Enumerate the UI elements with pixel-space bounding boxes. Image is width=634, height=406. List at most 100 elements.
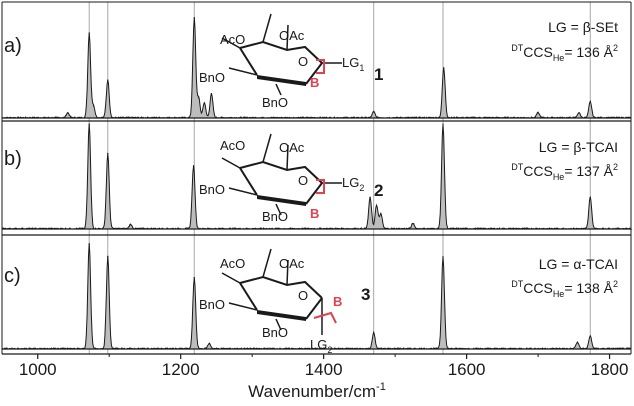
- spectrum-panel-2: [1, 123, 633, 230]
- peak-point-3-5: [373, 332, 375, 334]
- peak-point-3-6: [442, 256, 444, 258]
- peak-point-3-8: [589, 335, 591, 337]
- bno-left-label-3: BnO: [199, 297, 225, 312]
- oac-label-1: OAc: [279, 28, 305, 43]
- panel-label-c: c): [4, 265, 21, 287]
- peak-point-3-7: [576, 342, 578, 344]
- compound-number-1: 1: [374, 65, 383, 84]
- peak-point-2-7: [380, 213, 382, 215]
- panel-c-ccs-pre: DT: [511, 279, 523, 289]
- structure-compound-2: AcO OAc BnO BnO O LG2 B 2: [199, 133, 383, 224]
- aco-label-1: AcO: [220, 32, 245, 47]
- peak-point-1-8: [210, 93, 213, 95]
- compound-number-3: 3: [361, 285, 370, 304]
- peak-point-1-10: [443, 67, 445, 69]
- ring-o-label-2: O: [298, 173, 308, 188]
- peak-point-1-3: [92, 105, 95, 107]
- peak-point-1-2: [88, 32, 90, 34]
- peak-point-3-2: [107, 256, 109, 258]
- spectrum-area-1: [1, 17, 632, 119]
- peak-point-2-9: [442, 123, 444, 125]
- spectrum-panel-3: [1, 243, 632, 350]
- panel-label-b: b): [4, 148, 22, 170]
- panel-b-lg-text: LG = β-TCAI: [539, 139, 618, 155]
- panel-a-ccs-pre: DT: [511, 43, 523, 53]
- peak-point-1-1: [67, 112, 69, 114]
- peak-point-1-6: [197, 97, 200, 99]
- bno-left-label-2: BnO: [199, 182, 225, 197]
- x-axis-label: Wavenumber/cm-1: [248, 381, 386, 401]
- peak-point-3-1: [88, 243, 90, 245]
- bno-bottom-label-1: BnO: [262, 95, 288, 110]
- panel-label-a: a): [4, 35, 22, 57]
- peak-point-1-4: [107, 79, 109, 81]
- peak-point-1-11: [537, 112, 539, 114]
- peak-point-2-5: [369, 196, 371, 199]
- structure-compound-1: AcO OAc BnO BnO O LG1 B 1: [199, 13, 383, 110]
- spectrum-area-3: [1, 243, 632, 350]
- x-tick-label-1800: 1800: [591, 360, 629, 379]
- lg-sub-1: 1: [359, 63, 364, 73]
- panel-c-ccs-sub: He: [553, 289, 565, 299]
- bond-b-label-2: B: [310, 206, 319, 221]
- bno-left-label-1: BnO: [199, 70, 225, 85]
- x-tick-label-1000: 1000: [19, 360, 57, 379]
- x-axis-label-main: Wavenumber/cm: [248, 382, 376, 401]
- spectra-panels: [1, 17, 633, 350]
- x-tick-label-1600: 1600: [448, 360, 486, 379]
- x-axis-ticks: 1000 1200 1400 1600 1800: [19, 354, 629, 379]
- panel-c-ccs-value: = 138 Å: [564, 280, 613, 296]
- panel-c-ccs-sup: 2: [613, 279, 618, 289]
- panel-a-lg-text: LG = β-SEt: [548, 19, 618, 35]
- bno-bottom-label-3: BnO: [262, 325, 288, 340]
- peak-point-2-1: [88, 123, 90, 125]
- ring-o-label-3: O: [298, 288, 308, 303]
- peak-point-3-4: [208, 343, 210, 345]
- aco-label-3: AcO: [220, 256, 245, 271]
- lg-label-3: LG2: [310, 337, 332, 355]
- lg-main-3: LG: [310, 337, 327, 352]
- panel-a-ccs-main: CCS: [523, 44, 553, 60]
- oac-label-2: OAc: [279, 140, 305, 155]
- peak-point-1-7: [203, 102, 205, 104]
- peak-point-2-10: [589, 196, 591, 199]
- peak-point-1-9: [373, 111, 375, 113]
- peak-point-3-3: [193, 277, 195, 279]
- lg-label-2: LG2: [342, 175, 364, 193]
- lg-sub-3: 2: [327, 345, 332, 355]
- peak-point-2-2: [107, 152, 109, 154]
- panel-b-ccs-sub: He: [553, 172, 565, 182]
- panel-c-lg-text: LG = α-TCAI: [539, 256, 618, 272]
- bond-b-label-1: B: [310, 75, 319, 90]
- panel-b-ccs-text: DTCCSHe= 137 Å2: [511, 162, 618, 182]
- compound-number-2: 2: [374, 181, 383, 200]
- peak-point-2-3: [130, 224, 132, 226]
- bond-b-label-3: B: [333, 294, 342, 309]
- panel-a-ccs-text: DTCCSHe= 136 Å2: [511, 43, 618, 63]
- x-tick-label-1400: 1400: [305, 360, 343, 379]
- panel-b-ccs-sup: 2: [613, 162, 618, 172]
- peak-point-1-12: [578, 112, 580, 114]
- panel-a-ccs-value: = 136 Å: [564, 44, 613, 60]
- panel-c-ccs-text: DTCCSHe= 138 Å2: [511, 279, 618, 299]
- axes-frame: [1, 1, 632, 355]
- panel-b-ccs-value: = 137 Å: [564, 163, 613, 179]
- panel-b-ccs-pre: DT: [511, 162, 523, 172]
- spectrum-panel-1: [1, 17, 632, 119]
- panel-a-ccs-sub: He: [553, 53, 565, 63]
- ring-o-label-1: O: [298, 54, 308, 69]
- panel-b-ccs-main: CCS: [523, 163, 553, 179]
- aco-label-2: AcO: [220, 138, 245, 153]
- peak-point-1-5: [193, 17, 195, 19]
- peak-point-2-6: [375, 205, 378, 207]
- lg-sub-2: 2: [359, 183, 364, 193]
- x-tick-label-1200: 1200: [162, 360, 200, 379]
- panel-a-ccs-sup: 2: [613, 43, 618, 53]
- lg-label-1: LG1: [342, 55, 364, 73]
- bno-bottom-label-2: BnO: [262, 209, 288, 224]
- x-axis-label-sup: -1: [376, 381, 386, 393]
- lg-main-2: LG: [342, 175, 359, 190]
- oac-label-3: OAc: [279, 256, 305, 271]
- peak-point-1-13: [589, 101, 591, 103]
